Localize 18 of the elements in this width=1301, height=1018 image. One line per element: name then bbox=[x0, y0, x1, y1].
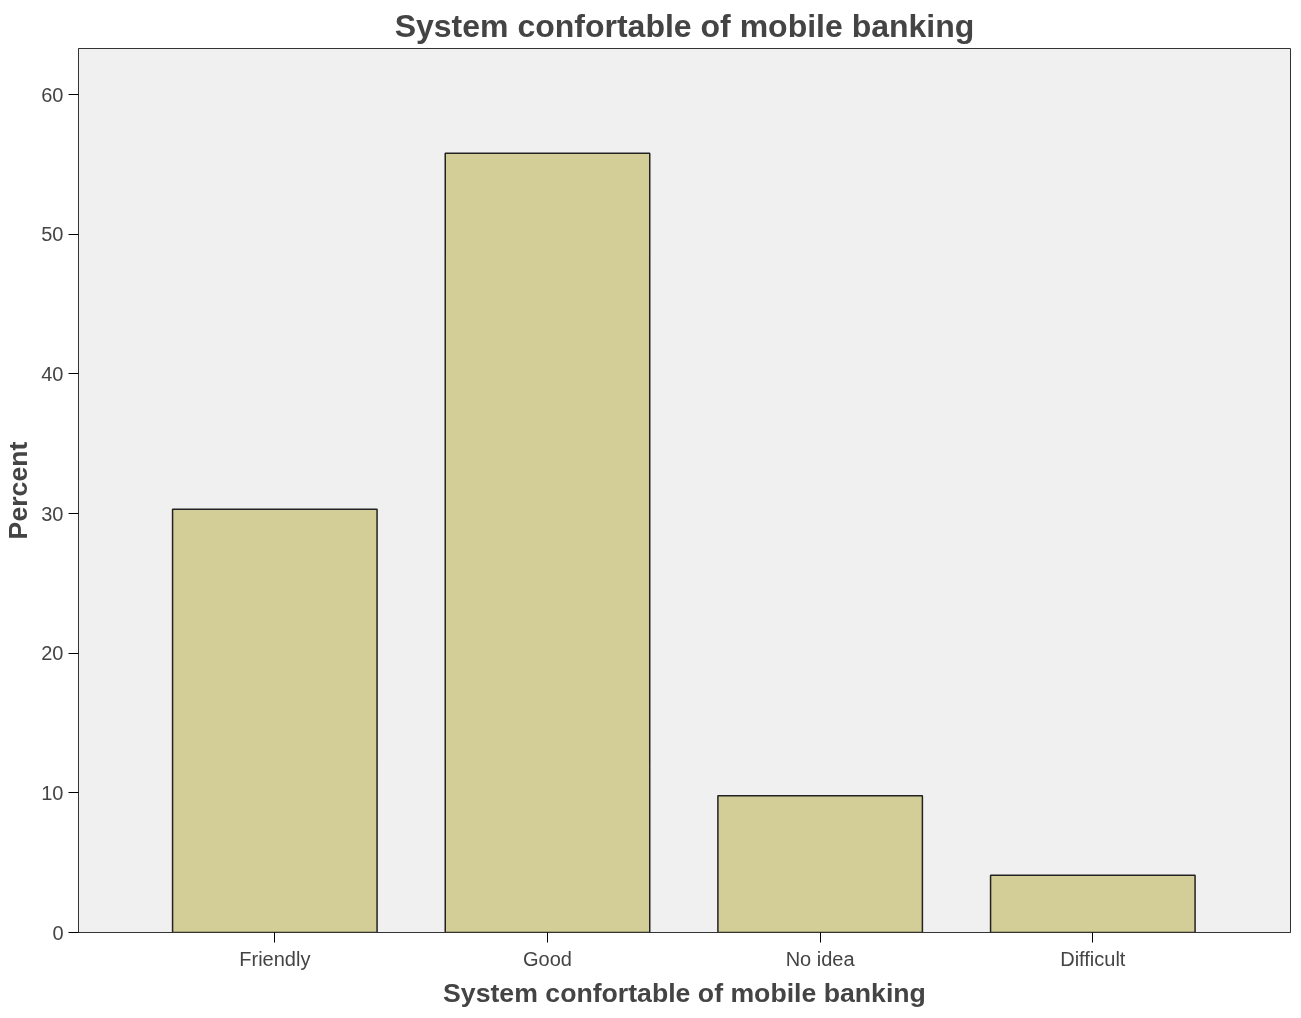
y-tick-label: 40 bbox=[41, 362, 64, 385]
y-tick-label: 10 bbox=[41, 781, 64, 804]
bar bbox=[444, 152, 651, 933]
y-tick-label: 50 bbox=[41, 223, 64, 246]
x-tick-label: Difficult bbox=[1060, 947, 1126, 970]
x-tick-label: Friendly bbox=[239, 947, 311, 970]
x-tick-label: Good bbox=[523, 947, 572, 970]
bar bbox=[989, 874, 1196, 933]
bar bbox=[171, 508, 378, 933]
y-tick-label: 30 bbox=[41, 502, 64, 525]
y-axis-title: Percent bbox=[3, 441, 34, 540]
x-axis-title: System confortable of mobile banking bbox=[443, 977, 926, 1008]
chart-title: System confortable of mobile banking bbox=[394, 7, 975, 44]
y-tick-label: 20 bbox=[41, 642, 64, 665]
x-tick-label: No idea bbox=[785, 947, 856, 970]
y-tick-label: 60 bbox=[41, 83, 64, 106]
y-tick-label: 0 bbox=[52, 921, 64, 944]
bar bbox=[717, 794, 924, 933]
